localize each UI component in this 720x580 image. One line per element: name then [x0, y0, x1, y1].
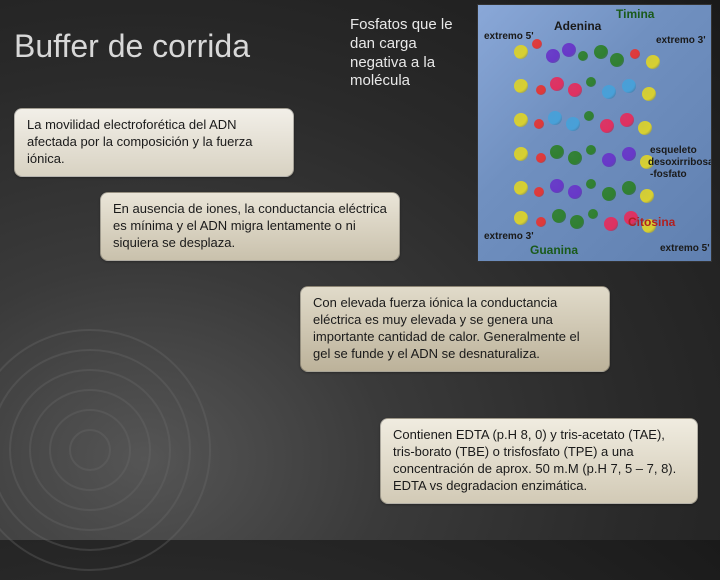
atom [622, 181, 636, 195]
dna-structure-image: Timina Adenina extremo 5' extremo 3' esquele… [477, 4, 712, 262]
atom [568, 83, 582, 97]
info-card-2: Con elevada fuerza iónica la conductanci… [300, 286, 610, 372]
atom [602, 153, 616, 167]
dna-label-6: -fosfato [650, 169, 687, 180]
atom [546, 49, 560, 63]
atom [548, 111, 562, 125]
atom [568, 151, 582, 165]
dna-label-2: extremo 5' [484, 31, 534, 42]
atom [566, 117, 580, 131]
atom [568, 185, 582, 199]
dna-label-7: Citosina [628, 215, 675, 229]
atom [620, 113, 634, 127]
atom [600, 119, 614, 133]
dna-label-8: Guanina [530, 243, 578, 257]
atom [514, 45, 528, 59]
atom [550, 179, 564, 193]
atom [536, 85, 546, 95]
atom [586, 179, 596, 189]
atom [642, 87, 656, 101]
atom [570, 215, 584, 229]
atom [534, 187, 544, 197]
atom [602, 85, 616, 99]
atom [550, 145, 564, 159]
slide-title: Buffer de corrida [14, 28, 250, 65]
atom [604, 217, 618, 231]
atom [622, 147, 636, 161]
atom [514, 113, 528, 127]
dna-label-0: Timina [616, 7, 654, 21]
atom [630, 49, 640, 59]
dna-label-4: esqueleto [650, 145, 697, 156]
info-card-3: Contienen EDTA (p.H 8, 0) y tris-acetato… [380, 418, 698, 504]
info-card-0: La movilidad electroforética del ADN afe… [14, 108, 294, 177]
atom [514, 211, 528, 225]
dna-label-9: extremo 3' [484, 231, 534, 242]
atom [578, 51, 588, 61]
atom [640, 189, 654, 203]
swirl-decoration [0, 320, 220, 580]
atom [586, 77, 596, 87]
atom [536, 153, 546, 163]
info-card-1: En ausencia de iones, la conductancia el… [100, 192, 400, 261]
dna-label-5: desoxirribosa [648, 157, 712, 168]
phosphate-annotation: Fosfatos que le dan carga negativa a la … [350, 16, 470, 91]
atom [584, 111, 594, 121]
dna-label-10: extremo 5' [660, 243, 710, 254]
atom [514, 181, 528, 195]
atom [646, 55, 660, 69]
dna-label-1: Adenina [554, 19, 601, 33]
atom [622, 79, 636, 93]
atom [514, 147, 528, 161]
atom [536, 217, 546, 227]
atom [588, 209, 598, 219]
atom [594, 45, 608, 59]
atom [552, 209, 566, 223]
dna-label-3: extremo 3' [656, 35, 706, 46]
atom [514, 79, 528, 93]
atom [638, 121, 652, 135]
atom [550, 77, 564, 91]
atom [562, 43, 576, 57]
atom [610, 53, 624, 67]
atom [602, 187, 616, 201]
atom [586, 145, 596, 155]
atom [534, 119, 544, 129]
